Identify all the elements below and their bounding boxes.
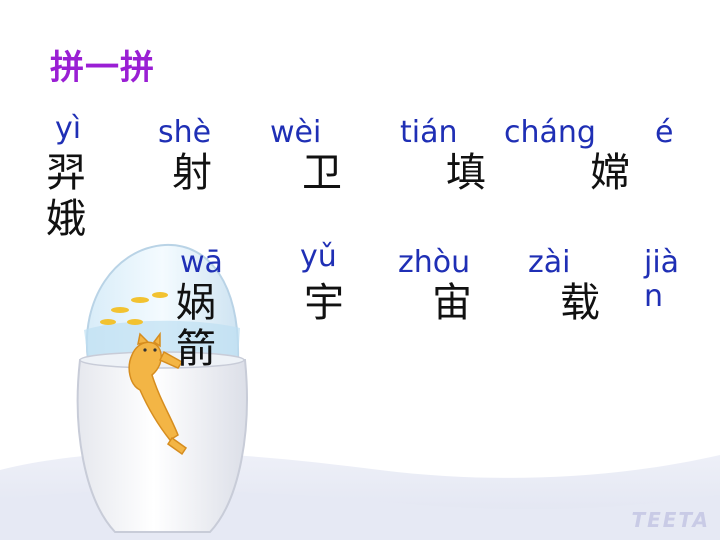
hanzi-yi-e: 羿娥 xyxy=(46,150,86,242)
hanzi-zhou: 宙 xyxy=(432,280,472,326)
hanzi-chang: 嫦 xyxy=(590,150,630,196)
pinyin-zai: zài xyxy=(528,245,571,280)
hanzi-tian: 填 xyxy=(446,150,486,196)
hanzi-she: 射 xyxy=(172,150,212,196)
pinyin-wa: wā xyxy=(180,245,223,280)
hanzi-zai: 载 xyxy=(560,280,600,326)
pinyin-she: shè xyxy=(158,115,212,150)
pinyin-chang: cháng xyxy=(504,115,596,150)
pinyin-jian: jiàn xyxy=(644,245,680,314)
page-title: 拼一拼 xyxy=(50,48,155,88)
pinyin-yu: yǔ xyxy=(300,239,337,274)
pinyin-e: é xyxy=(655,115,674,150)
teeta-logo: TEETA xyxy=(631,508,710,532)
pinyin-zhou: zhòu xyxy=(398,245,471,280)
hanzi-wa-jian: 娲箭 xyxy=(176,280,216,372)
pinyin-yi: yì xyxy=(55,111,82,146)
hanzi-wei: 卫 xyxy=(302,150,342,196)
fishbowl-cat-illustration xyxy=(76,243,248,533)
hanzi-yu: 宇 xyxy=(304,280,344,326)
pinyin-wei: wèi xyxy=(270,115,322,150)
pinyin-tian: tián xyxy=(400,115,458,150)
